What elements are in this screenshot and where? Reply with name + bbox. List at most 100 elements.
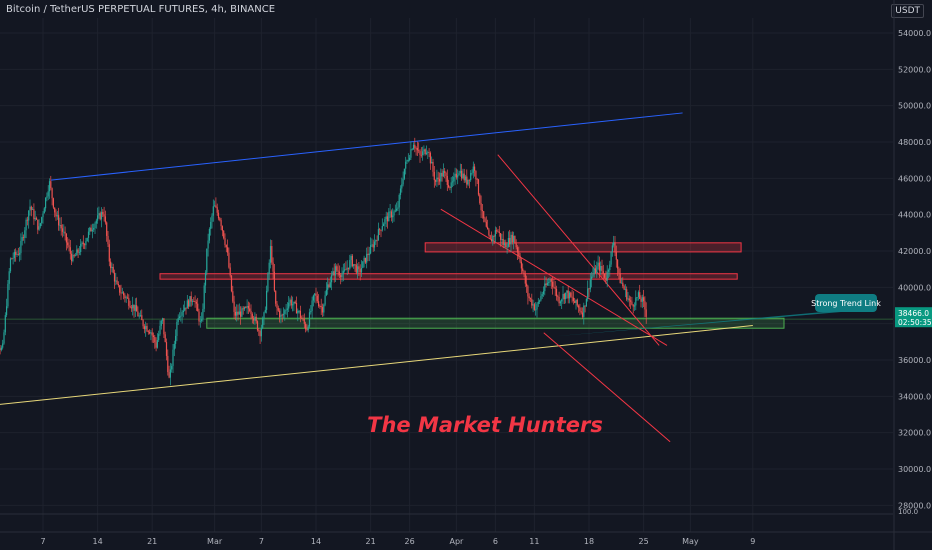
candle-body — [368, 253, 370, 256]
candle-body — [38, 226, 40, 230]
candle-body — [188, 300, 190, 307]
candle-body — [393, 211, 395, 216]
candle-body — [82, 242, 84, 245]
candle-body — [328, 284, 330, 288]
candle-body — [419, 151, 421, 155]
candle-body — [275, 290, 277, 304]
candle-body — [433, 171, 435, 181]
candle-body — [294, 301, 296, 304]
candle-body — [623, 286, 625, 290]
candle-body — [501, 239, 503, 240]
candle-body — [69, 247, 71, 254]
candle-body — [644, 301, 646, 310]
candle-body — [262, 318, 264, 329]
candle-body — [618, 268, 620, 274]
candle-body — [397, 207, 399, 209]
candle-body — [357, 266, 359, 273]
candle-body — [74, 255, 77, 257]
candle-body — [596, 266, 598, 273]
candle-body — [264, 309, 266, 313]
candle-body — [418, 150, 420, 152]
candle-body — [269, 246, 272, 263]
candle-body — [286, 308, 288, 310]
candle-body — [464, 176, 467, 181]
volume-axis-label: 100.0 — [898, 508, 918, 516]
support-trend-line — [0, 324, 753, 405]
chart-title: Bitcoin / TetherUS PERPETUAL FUTURES, 4h… — [6, 4, 276, 15]
candle-body — [63, 231, 65, 233]
candle-body — [496, 230, 498, 232]
candle-body — [76, 249, 78, 256]
candle-body — [615, 251, 617, 260]
candle-body — [22, 237, 25, 238]
candle-body — [306, 329, 308, 331]
candle-body — [498, 231, 500, 234]
candle-body — [630, 300, 632, 302]
candle-body — [227, 247, 229, 253]
candle-body — [207, 240, 209, 249]
candle-body — [385, 216, 387, 220]
candle-body — [194, 301, 196, 303]
candle-body — [126, 297, 129, 299]
candle-body — [561, 299, 563, 302]
candle-body — [238, 311, 240, 315]
x-tick-label: 25 — [639, 537, 649, 546]
candle-body — [312, 295, 314, 301]
candle-body — [195, 302, 197, 304]
candle-body — [198, 311, 200, 322]
candle-body — [189, 296, 191, 307]
candle-body — [489, 235, 491, 239]
candle-body — [120, 292, 122, 294]
candle-body — [246, 306, 248, 308]
currency-badge[interactable]: USDT — [891, 4, 924, 18]
x-tick-label: 7 — [40, 537, 45, 546]
candle-body — [639, 292, 641, 299]
candle-body — [533, 304, 535, 310]
candle-body — [13, 251, 15, 259]
candle-body — [303, 318, 305, 324]
candle-body — [147, 331, 149, 333]
candle-body — [344, 269, 346, 271]
candle-body — [25, 219, 27, 231]
candle-body — [405, 161, 407, 169]
candle-body — [215, 205, 217, 208]
candle-body — [607, 270, 610, 272]
trend-lines — [0, 112, 753, 443]
candle-body — [197, 303, 199, 312]
x-tick-label: 21 — [147, 537, 157, 546]
candle-body — [152, 335, 155, 337]
candle-body — [545, 283, 547, 286]
candle-body — [26, 219, 28, 221]
candle-body — [636, 297, 638, 298]
candle-body — [598, 262, 600, 271]
candle-body — [457, 175, 459, 178]
candle-body — [103, 214, 105, 217]
candle-body — [39, 223, 41, 227]
candle-body — [77, 249, 79, 253]
candle-body — [284, 310, 286, 314]
candle-body — [11, 258, 13, 260]
candle-body — [225, 244, 227, 248]
candle-body — [318, 301, 320, 306]
candle-body — [159, 325, 161, 335]
candle-body — [315, 293, 317, 296]
candle-body — [536, 303, 538, 310]
callout-box — [815, 294, 877, 312]
candle-body — [479, 194, 481, 204]
candle-body — [47, 191, 49, 197]
x-tick-label: May — [682, 537, 699, 546]
candle-body — [431, 161, 433, 164]
candle-body — [557, 296, 559, 298]
y-tick-label: 34000.0 — [898, 392, 931, 401]
candle-body — [160, 320, 162, 326]
y-tick-label: 28000.0 — [898, 501, 931, 510]
candle-body — [178, 316, 181, 318]
candle-body — [576, 299, 578, 306]
candle-body — [550, 279, 552, 282]
candle-body — [594, 268, 597, 273]
x-tick-label: Mar — [207, 537, 223, 546]
candle-body — [370, 245, 372, 254]
candle-body — [511, 234, 513, 242]
candle-body — [597, 262, 599, 267]
